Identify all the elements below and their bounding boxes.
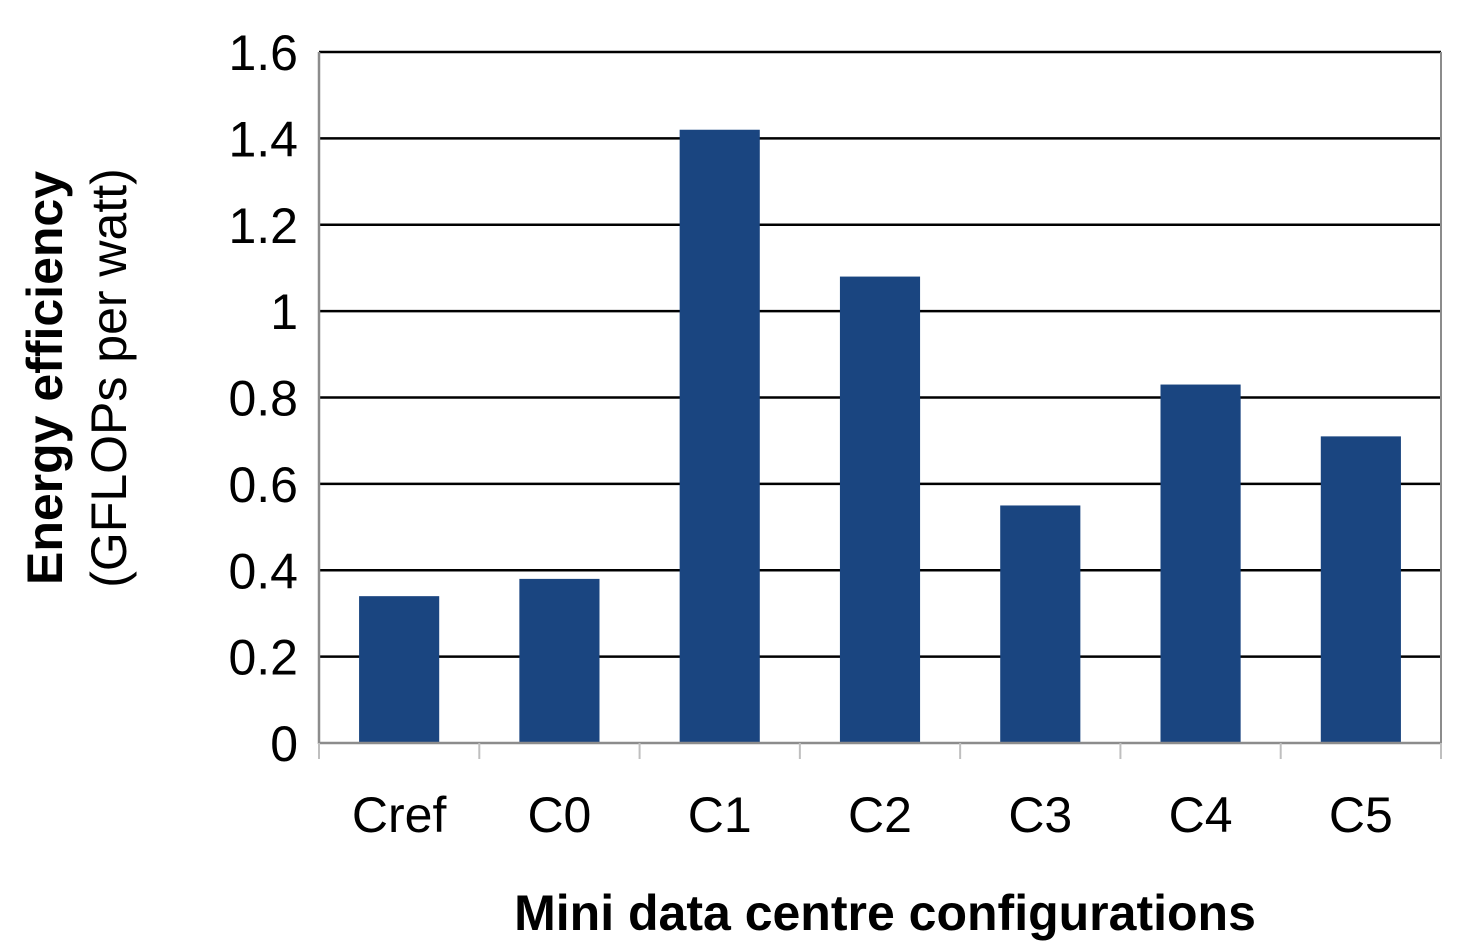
x-tick-label-cref: Cref	[352, 787, 447, 843]
bar-c3	[1000, 505, 1081, 743]
x-tick-label-c3: C3	[1008, 787, 1072, 843]
x-tick-label-c1: C1	[688, 787, 752, 843]
bar-c0	[519, 578, 600, 743]
y-tick-label-1: 0.2	[228, 630, 298, 686]
y-tick-label-4: 0.8	[228, 371, 298, 427]
x-tick-label-c4: C4	[1169, 787, 1233, 843]
y-tick-label-5: 1	[270, 284, 298, 340]
y-tick-label-0: 0	[270, 716, 298, 772]
x-tick-label-c0: C0	[527, 787, 591, 843]
y-tick-label-6: 1.2	[228, 198, 298, 254]
x-tick-labels: Cref C0 C1 C2 C3 C4 C5	[352, 787, 1393, 843]
y-tick-label-7: 1.4	[228, 111, 298, 167]
bar-c4	[1160, 384, 1241, 743]
axes	[317, 52, 1442, 759]
y-axis-title-line1: Energy efficiency	[17, 171, 73, 585]
y-tick-label-8: 1.6	[228, 25, 298, 81]
bar-c1	[679, 129, 760, 744]
y-tick-label-2: 0.4	[228, 543, 298, 599]
y-tick-labels: 0 0.2 0.4 0.6 0.8 1 1.2 1.4 1.6	[228, 25, 298, 772]
x-tick-label-c2: C2	[848, 787, 912, 843]
bar-c2	[839, 276, 921, 743]
y-axis-title-line2: (GFLOPs per watt)	[81, 168, 137, 588]
y-tick-label-3: 0.6	[228, 457, 298, 513]
x-axis-title: Mini data centre configurations	[514, 885, 1256, 941]
bar-cref	[359, 596, 440, 743]
bar-c5	[1320, 436, 1401, 743]
y-axis-title: Energy efficiency (GFLOPs per watt)	[17, 168, 137, 588]
x-tick-label-c5: C5	[1329, 787, 1393, 843]
bars	[359, 129, 1401, 744]
